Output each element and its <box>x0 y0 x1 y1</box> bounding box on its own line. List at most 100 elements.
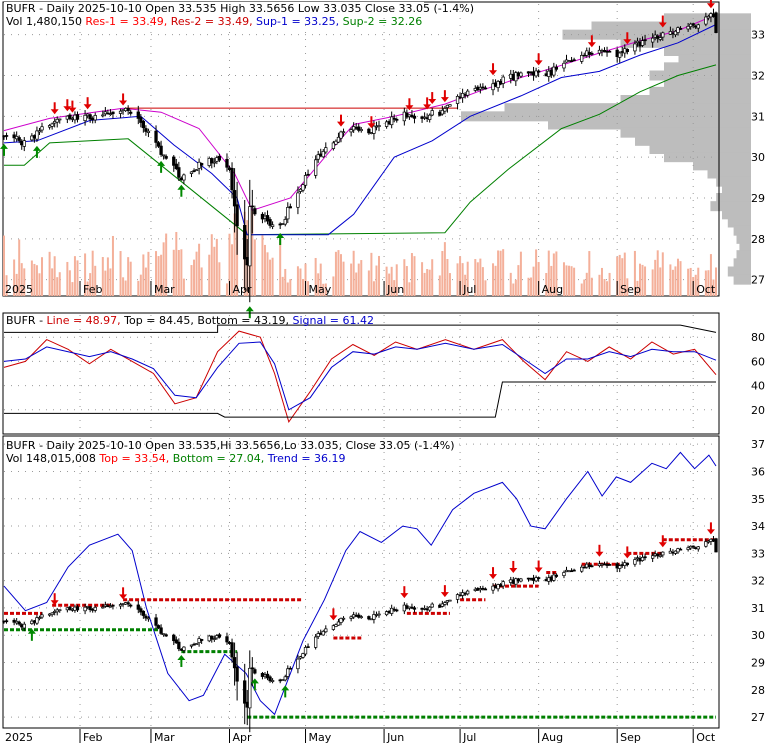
volume-bar <box>552 253 555 296</box>
volume-bar <box>84 253 87 296</box>
up-arrow <box>281 685 290 698</box>
price-candle-body <box>37 130 42 133</box>
volume-bar <box>190 265 193 296</box>
trend-candle-body <box>194 643 199 645</box>
volume-bar <box>182 278 185 296</box>
volume-bar <box>479 258 482 296</box>
price-candle-body <box>35 130 39 140</box>
price-candle-body <box>651 37 655 43</box>
price-candle-body <box>440 109 444 115</box>
trend-candle-body <box>37 617 42 619</box>
price-candle-body <box>430 110 434 116</box>
volume-bar <box>94 265 97 296</box>
down-arrow <box>489 567 498 580</box>
trend-grid-ytick: 37 <box>751 438 765 451</box>
volume-bar <box>200 267 203 296</box>
volume-profile-bar <box>707 168 751 179</box>
trend-candle-body <box>4 620 9 623</box>
volume-bar <box>342 261 345 296</box>
trend-candle-body <box>75 606 80 611</box>
osc-grid-frame <box>2 312 720 435</box>
volume-bar <box>284 268 287 296</box>
price-candle-body <box>161 154 166 157</box>
volume-bar <box>446 258 449 296</box>
volume-bar <box>565 265 568 296</box>
price-candle-body <box>590 52 594 55</box>
up-arrow-head <box>157 160 166 166</box>
price-candle-body <box>483 87 488 90</box>
title-part: Vol 1,480,150 <box>6 15 82 28</box>
trend-candle-body <box>17 621 21 625</box>
price-candle-body <box>174 163 178 170</box>
volume-bar <box>66 261 69 296</box>
trend-candle-body <box>572 569 576 572</box>
down-arrow-head <box>623 39 632 45</box>
volume-profile-bar <box>591 21 751 32</box>
month-label: Oct <box>696 283 716 296</box>
down-arrow <box>440 585 449 598</box>
trend-candle-body <box>554 574 559 577</box>
price-candle-body <box>341 131 346 134</box>
down-arrow-head <box>428 99 437 105</box>
volume-bar <box>388 273 391 296</box>
up-arrow-head <box>177 184 186 190</box>
trend-candle-body <box>22 623 26 629</box>
volume-bar <box>623 252 626 296</box>
price-candle-body <box>625 48 629 53</box>
volume-bar <box>669 264 672 296</box>
volume-bar <box>124 280 127 296</box>
trend-grid-ytick: 30 <box>751 629 765 642</box>
price-candle-body <box>390 116 394 126</box>
volume-bar <box>413 256 416 296</box>
volume-bar <box>679 261 682 296</box>
trend-line <box>3 451 717 716</box>
volume-bar <box>129 261 132 296</box>
price-candle-body <box>118 110 123 114</box>
trend-candle-body <box>296 658 300 670</box>
price-candle-body <box>146 130 151 133</box>
volume-bar <box>466 261 469 296</box>
price-candle-body <box>75 114 80 120</box>
volume-profile-bar <box>722 209 751 220</box>
trend-candle-body <box>483 588 488 591</box>
trend-candle-body <box>658 554 662 557</box>
down-arrow-head <box>50 600 59 606</box>
trend-grid-ytick: 29 <box>751 657 765 670</box>
volume-bar <box>299 268 302 296</box>
price-candle-body <box>50 123 54 127</box>
up-arrow <box>0 143 8 156</box>
title-part: Top = 33.54, <box>96 452 169 465</box>
volume-bar <box>545 272 548 296</box>
price-candle-body <box>377 125 381 127</box>
volume-bar <box>68 270 71 296</box>
trend-candle-body <box>582 566 586 569</box>
title-part: Signal = 61.42 <box>289 314 374 327</box>
trend-candle-body <box>182 646 186 651</box>
trend-candle-body <box>248 667 252 709</box>
down-arrow <box>623 32 632 45</box>
volume-profile-bar <box>548 119 751 130</box>
up-arrow-head <box>276 233 285 239</box>
trend-candle-body <box>270 680 275 682</box>
down-arrow <box>595 544 604 557</box>
volume-profile-bar <box>635 135 751 146</box>
price-candle-body <box>580 55 584 62</box>
volume-bar <box>30 260 33 296</box>
up-arrow-head <box>245 306 254 312</box>
volume-bar <box>573 267 576 296</box>
trend-candle-body <box>253 669 257 674</box>
trend-grid-ytick: 36 <box>751 465 765 478</box>
volume-bar <box>441 251 444 296</box>
down-arrow-head <box>534 567 543 573</box>
trend-candle-body <box>225 636 229 643</box>
volume-bar <box>137 280 140 296</box>
volume-bar <box>428 269 431 296</box>
osc-series-3 <box>4 381 716 418</box>
up-arrow <box>157 160 166 173</box>
price-candle-body <box>554 66 559 70</box>
trend-candle-body <box>35 617 39 624</box>
trend-candle-body <box>118 604 123 607</box>
panel-title: BUFR - Daily 2025-10-10 Open 33.535 High… <box>6 2 474 15</box>
month-label: Sep <box>620 283 641 296</box>
